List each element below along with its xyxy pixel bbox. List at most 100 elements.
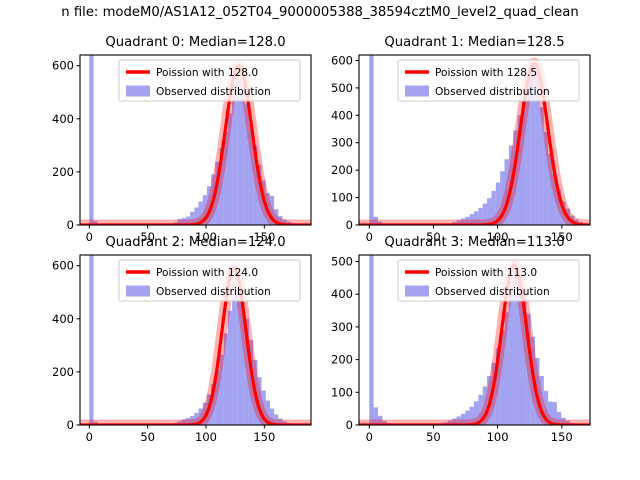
histogram-bar: [274, 209, 279, 225]
histogram-bar: [215, 161, 220, 225]
poisson-curve: [80, 266, 311, 425]
histogram-bar: [456, 416, 461, 425]
legend-label: Poission with 128.0: [156, 67, 258, 79]
histogram-bar: [248, 340, 254, 425]
histogram-bar: [198, 408, 203, 425]
histogram-bar: [282, 219, 287, 225]
figure-suptitle-text: n file: modeM0/AS1A12_052T04_9000005388_…: [61, 5, 579, 20]
histogram-bar: [89, 55, 94, 225]
histogram-bar: [244, 104, 249, 225]
legend-label: Poission with 124.0: [156, 267, 258, 279]
histogram-bar: [261, 390, 266, 425]
subplot-quadrant-1: Quadrant 1: Median=128.5 0 50 100 150 0 100 200…: [331, 35, 591, 244]
x-tick-label: 150: [551, 230, 573, 244]
histogram-bar: [93, 221, 98, 225]
histogram-bar: [456, 220, 461, 225]
histogram-bar: [452, 418, 457, 425]
histogram-bar: [248, 124, 254, 225]
x-axis: 0 50 100 150: [366, 225, 573, 244]
histogram-bar: [190, 415, 195, 425]
x-tick-label: 0: [366, 230, 373, 244]
plot-area: [80, 55, 311, 225]
x-tick-label: 150: [551, 430, 573, 444]
histogram-bar: [257, 377, 262, 425]
histogram-bar: [369, 255, 374, 425]
legend-box: [397, 59, 580, 102]
histogram-bar: [517, 284, 522, 425]
histogram-bar: [202, 402, 207, 425]
histogram-bar: [500, 171, 505, 225]
histogram-bar: [227, 310, 233, 425]
histogram-bar: [377, 221, 383, 225]
histogram-bar: [181, 419, 186, 425]
histogram-bar: [504, 312, 509, 425]
legend[interactable]: Poission with 128.0 Observed distribution: [118, 59, 301, 102]
histogram-bar: [548, 401, 553, 425]
histogram-bar: [240, 86, 245, 225]
histogram-bar: [513, 263, 518, 425]
subplot-title: Quadrant 3: Median=113.0: [384, 235, 564, 250]
legend-label: Observed distribution: [156, 286, 271, 298]
histogram-bar: [543, 131, 549, 225]
observed-histogram: [89, 55, 300, 225]
histogram-bar: [177, 219, 182, 225]
histogram-bar: [190, 211, 195, 225]
legend-patch-marker: [126, 85, 150, 97]
legend-patch-marker: [405, 285, 429, 297]
histogram-bar: [278, 215, 283, 225]
y-tick-label: 200: [52, 365, 74, 379]
legend-label: Observed distribution: [435, 86, 550, 98]
y-tick-label: 0: [346, 418, 353, 432]
histogram-bar: [185, 216, 191, 225]
histogram-bar: [373, 407, 378, 425]
x-tick-label: 50: [140, 230, 155, 244]
histogram-bar: [539, 375, 544, 425]
legend[interactable]: Poission with 128.5 Observed distribution: [397, 59, 580, 102]
y-axis: 0 100 200 300 400 500: [331, 255, 359, 432]
legend[interactable]: Poission with 124.0 Observed distribution: [118, 259, 301, 302]
x-axis: 0 50 100 150: [86, 225, 275, 244]
y-tick-label: 0: [67, 218, 74, 232]
histogram-bar: [473, 211, 479, 225]
histogram-bar: [526, 79, 531, 225]
subplot-title: Quadrant 0: Median=128.0: [105, 35, 285, 50]
histogram-bar: [473, 401, 479, 425]
x-tick-label: 150: [253, 230, 275, 244]
histogram-bar: [543, 390, 549, 425]
y-tick-label: 200: [331, 353, 353, 367]
subplot-quadrant-2: Quadrant 2: Median=124.0 0 50 100 150 0 200 400…: [52, 235, 312, 444]
y-tick-label: 600: [52, 259, 74, 273]
x-tick-label: 100: [195, 230, 217, 244]
plot-area: [80, 255, 311, 425]
histogram-bar: [257, 164, 262, 225]
histogram-bar: [565, 420, 570, 425]
histogram-bar: [244, 318, 249, 425]
histogram-bar: [181, 218, 186, 225]
histogram-bar: [219, 147, 224, 225]
y-tick-label: 200: [52, 165, 74, 179]
histogram-bar: [253, 145, 258, 225]
histogram-bar: [500, 330, 505, 425]
histogram-bar: [548, 153, 553, 225]
histogram-bar: [495, 182, 501, 225]
x-tick-label: 100: [487, 230, 509, 244]
legend[interactable]: Poission with 113.0 Observed distribution: [397, 259, 580, 302]
histogram-bar: [278, 418, 283, 425]
histogram-bar: [269, 408, 275, 425]
axes-spines: [358, 254, 591, 426]
y-tick-label: 400: [52, 112, 74, 126]
histogram-bar: [539, 107, 544, 225]
y-tick-label: 600: [52, 59, 74, 73]
histogram-bar: [232, 286, 237, 425]
histogram-bar: [369, 55, 374, 225]
histogram-bar: [177, 421, 182, 425]
histogram-bar: [206, 186, 212, 225]
histogram-bar: [521, 100, 527, 225]
histogram-bar: [478, 208, 483, 225]
histogram-bar: [487, 198, 492, 225]
x-tick-label: 100: [487, 430, 509, 444]
histogram-bar: [282, 421, 287, 425]
axes-spines: [79, 254, 312, 426]
histogram-bar: [465, 410, 470, 425]
